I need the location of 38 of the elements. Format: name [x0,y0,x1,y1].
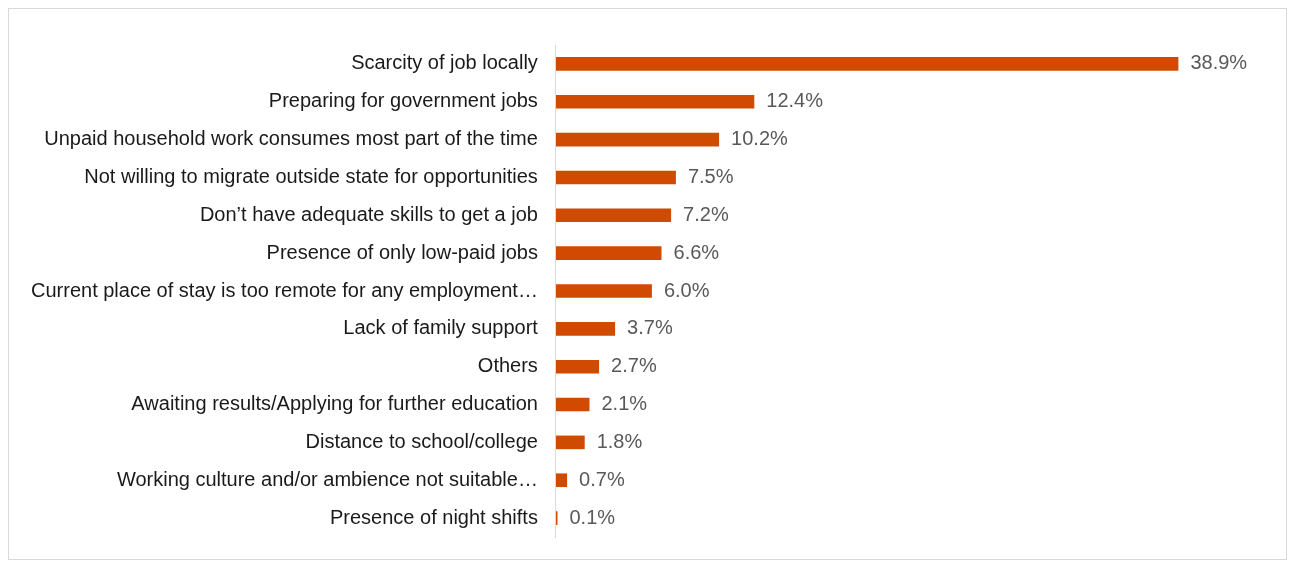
data-label: 7.2% [683,202,729,225]
bar [555,473,568,488]
y-tick-label: Others [477,354,538,377]
data-label: 6.0% [663,278,710,301]
y-tick-label: Scarcity of job locally [351,51,538,74]
data-label: 2.1% [601,392,648,415]
y-tick-label: Working culture and/or ambience not suitable… [116,467,538,490]
data-label: 6.6% [673,240,720,263]
bar [555,359,600,374]
y-tick-label: Presence of only low-paid jobs [266,240,538,263]
bar [555,322,616,336]
data-label: 2.7% [611,354,657,377]
bar [555,170,676,185]
bar [555,435,585,450]
data-label: 0.1% [569,505,616,528]
bar [555,57,1179,71]
bar [555,397,590,412]
bar [555,284,652,298]
data-label: 10.2% [731,127,789,150]
y-tick-label: Presence of night shifts [329,505,538,528]
y-tick-label: Preparing for government jobs [268,89,538,112]
y-tick-label: Don’t have adequate skills to get a job [199,202,538,225]
y-tick-label: Lack of family support [343,316,539,339]
data-label: 0.7% [579,467,625,490]
bar [555,246,662,260]
y-tick-label: Distance to school/college [305,429,538,452]
data-label: 7.5% [687,164,734,187]
y-tick-label: Current place of stay is too remote for any employment… [30,278,538,301]
data-label: 12.4% [766,89,824,112]
data-label: 38.9% [1190,51,1248,74]
y-tick-label: Awaiting results/Applying for further education [131,392,538,415]
bar [555,94,755,109]
bar [555,208,672,223]
data-label: 1.8% [596,429,643,452]
data-label: 3.7% [627,316,673,339]
y-tick-label: Not willing to migrate outside state for opportunities [84,164,538,187]
bar [555,132,720,147]
y-tick-label: Unpaid household work consumes most part of the time [44,127,538,150]
